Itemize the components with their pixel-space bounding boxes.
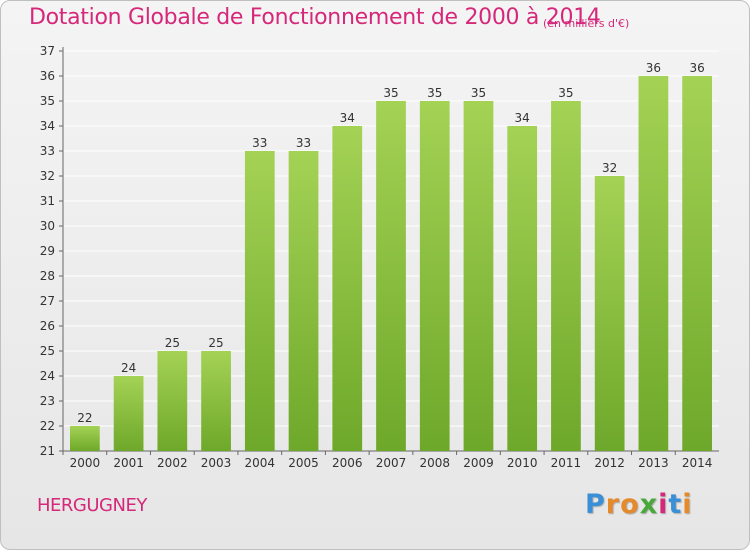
bar-2000 [69, 426, 100, 451]
y-tick-label: 27 [40, 294, 55, 308]
bar-2008 [419, 101, 450, 451]
data-label-2005: 33 [296, 136, 311, 150]
x-tick-label-2007: 2007 [376, 456, 407, 470]
y-tick-label: 28 [40, 269, 55, 283]
chart-subtitle: (en milliers d'€) [543, 17, 630, 30]
bar-2003 [201, 351, 231, 451]
x-tick-label-2000: 2000 [70, 456, 101, 470]
bar-2004 [244, 151, 275, 451]
data-label-2009: 35 [471, 86, 486, 100]
bar-layer [69, 76, 713, 451]
data-label-2012: 32 [602, 161, 617, 175]
data-label-2001: 24 [121, 361, 136, 375]
brand-letter: t [668, 489, 683, 520]
x-tick-label-2002: 2002 [157, 456, 188, 470]
y-tick-label: 23 [40, 394, 55, 408]
y-tick-label: 31 [40, 194, 55, 208]
bar-2013 [638, 76, 669, 451]
brand-letter: P [585, 489, 606, 520]
x-tick-label-2012: 2012 [594, 456, 625, 470]
brand-letter: o [620, 489, 640, 520]
place-name: HERGUGNEY [37, 495, 147, 516]
y-tick-label: 36 [40, 69, 55, 83]
data-label-2003: 25 [208, 336, 223, 350]
data-label-2014: 36 [689, 61, 704, 75]
x-tick-label-2001: 2001 [113, 456, 144, 470]
data-label-2002: 25 [165, 336, 180, 350]
bar-2006 [332, 126, 363, 451]
x-tick-label-2010: 2010 [507, 456, 538, 470]
y-tick-label: 25 [40, 344, 55, 358]
x-tick-label-2013: 2013 [638, 456, 669, 470]
bar-2002 [157, 351, 188, 451]
x-tick-label-2003: 2003 [201, 456, 232, 470]
chart-title: Dotation Globale de Fonctionnement de 20… [29, 5, 601, 30]
x-tick-label-2008: 2008 [419, 456, 450, 470]
bar-2012 [594, 176, 625, 451]
y-tick-label: 35 [40, 94, 55, 108]
y-tick-label: 33 [40, 144, 55, 158]
data-label-2008: 35 [427, 86, 442, 100]
data-label-2013: 36 [646, 61, 661, 75]
data-label-2006: 34 [340, 111, 355, 125]
x-tick-label-2014: 2014 [682, 456, 713, 470]
bar-2009 [463, 101, 494, 451]
brand-letter: r [605, 489, 621, 520]
bar-2007 [376, 101, 406, 451]
data-label-2010: 34 [515, 111, 530, 125]
brand-logo: Proxiti [585, 489, 693, 520]
y-tick-label: 22 [40, 419, 55, 433]
x-tick-label-2005: 2005 [288, 456, 319, 470]
brand-letter: i [658, 489, 669, 520]
bar-2010 [507, 126, 538, 451]
bar-2011 [551, 101, 581, 451]
y-tick-label: 37 [40, 44, 55, 58]
y-tick-label: 32 [40, 169, 55, 183]
data-label-2011: 35 [558, 86, 573, 100]
bar-2001 [113, 376, 144, 451]
y-tick-label: 24 [40, 369, 55, 383]
label-layer: 22 24 25 25 33 33 34 35 35 35 34 35 32 36 36 [77, 61, 705, 425]
y-tick-label: 26 [40, 319, 55, 333]
brand-letter: i [682, 489, 693, 520]
x-tick-label-2004: 2004 [245, 456, 276, 470]
data-label-2007: 35 [383, 86, 398, 100]
y-tick-label: 30 [40, 219, 55, 233]
x-tick-label-2011: 2011 [551, 456, 582, 470]
data-label-2004: 33 [252, 136, 267, 150]
bar-2014 [682, 76, 713, 451]
y-tick-label: 21 [40, 444, 55, 458]
x-tick-label-2006: 2006 [332, 456, 363, 470]
brand-letter: x [639, 489, 659, 520]
bar-2005 [288, 151, 319, 451]
x-tick-label-2009: 2009 [463, 456, 494, 470]
data-label-2000: 22 [77, 411, 92, 425]
y-tick-label: 34 [40, 119, 55, 133]
y-tick-label: 29 [40, 244, 55, 258]
